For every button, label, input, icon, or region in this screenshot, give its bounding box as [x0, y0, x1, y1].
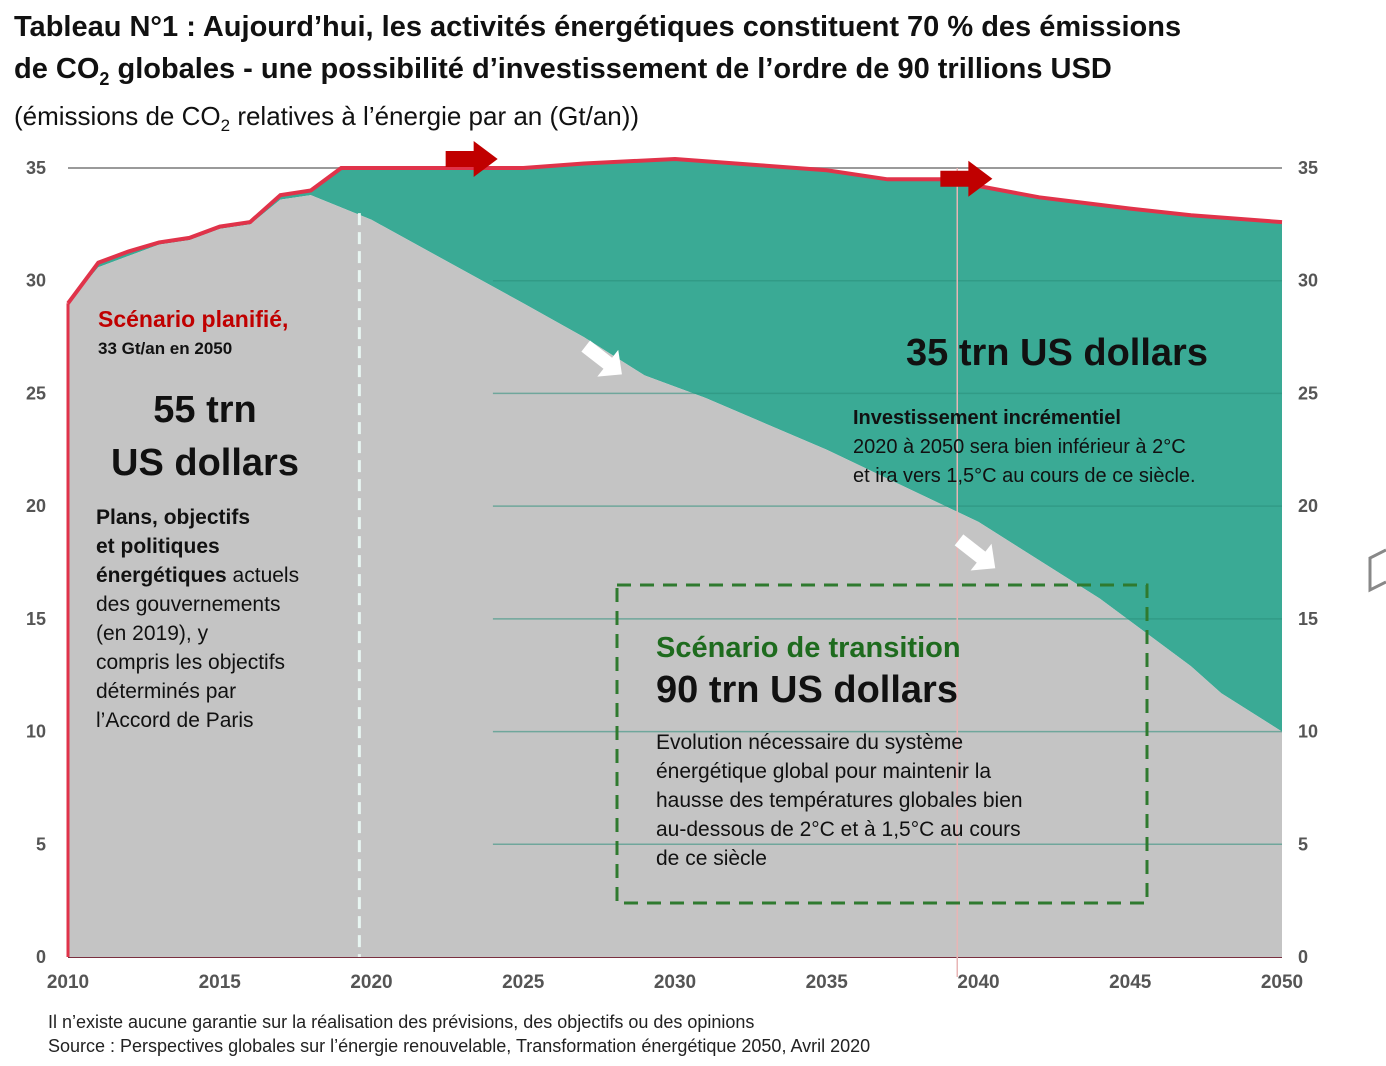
transition-desc-4: au-dessous de 2°C et à 1,5°C au cours	[656, 818, 1021, 841]
white-arrow-2028	[581, 340, 622, 377]
x-tick-2015: 2015	[199, 972, 242, 993]
red-arrow-2023	[445, 141, 498, 177]
transition-desc-2: énergétique global pour maintenir la	[656, 760, 991, 783]
x-tick-2050: 2050	[1261, 972, 1303, 993]
chart-title-line1: Tableau N°1 : Aujourd’hui, les activités…	[14, 11, 1182, 43]
planned-desc-5: (en 2019), y	[96, 622, 209, 645]
white-arrow-2041	[954, 534, 996, 571]
chart-areas	[66, 156, 1283, 977]
y-tick-left-30: 30	[26, 271, 46, 291]
x-tick-2020: 2020	[350, 972, 392, 993]
footnote-source: Source : Perspectives globales sur l’éne…	[48, 1036, 871, 1056]
transition-desc-1: Evolution nécessaire du système	[656, 731, 963, 754]
y-tick-left-15: 15	[26, 609, 46, 629]
planned-amount-line1: 55 trn	[153, 389, 256, 431]
planned-desc-3: énergétiques actuels	[96, 564, 299, 587]
incremental-desc-2: et ira vers 1,5°C au cours de ce siècle.	[853, 465, 1196, 487]
white-arrow-2028-shape	[581, 340, 622, 377]
y-tick-right-15: 15	[1298, 609, 1318, 629]
subtitle-subscript: 2	[220, 115, 231, 135]
y-tick-left-35: 35	[26, 158, 46, 178]
transition-amount: 90 trn US dollars	[656, 669, 958, 711]
y-tick-left-20: 20	[26, 496, 46, 516]
planned-amount-line2: US dollars	[111, 442, 299, 484]
subtitle-pre: (émissions de CO	[14, 100, 221, 131]
planned-desc-1: Plans, objectifs	[96, 506, 250, 529]
red-arrow-2039	[940, 160, 993, 197]
y-tick-left-0: 0	[36, 947, 46, 967]
incremental-amount: 35 trn US dollars	[906, 332, 1208, 374]
planned-scenario-sub: 33 Gt/an en 2050	[98, 339, 232, 358]
planned-desc-6: compris les objectifs	[96, 651, 285, 674]
title-subscript: 2	[99, 68, 110, 89]
y-tick-right-10: 10	[1298, 722, 1318, 742]
title-block: Tableau N°1 : Aujourd’hui, les activités…	[14, 6, 1374, 142]
y-tick-right-25: 25	[1298, 383, 1318, 403]
y-tick-right-5: 5	[1298, 834, 1308, 854]
grey-area	[68, 195, 1282, 958]
title-co-text: de CO	[14, 53, 100, 85]
planned-desc-3-bold: énergétiques	[96, 564, 227, 587]
x-tick-2025: 2025	[502, 972, 545, 993]
transition-dashed-box	[615, 583, 1149, 905]
planned-desc-4: des gouvernements	[96, 593, 280, 616]
x-tick-2045: 2045	[1109, 972, 1152, 993]
y-tick-left-25: 25	[26, 383, 46, 403]
x-tick-2035: 2035	[806, 972, 849, 993]
subtitle-post: relatives à l’énergie par an (Gt/an))	[230, 100, 640, 131]
planned-desc-3-rest: actuels	[227, 564, 299, 587]
y-tick-right-35: 35	[1298, 158, 1318, 178]
transition-label: Scénario de transition	[656, 632, 961, 664]
incremental-title: Investissement incrémentiel	[853, 407, 1121, 429]
planned-scenario-label: Scénario planifié,	[98, 306, 288, 332]
white-arrow-2041-shape	[954, 534, 996, 571]
footnote-disclaimer: Il n’existe aucune garantie sur la réali…	[48, 1012, 755, 1032]
y-tick-left-10: 10	[26, 722, 46, 742]
x-tick-2030: 2030	[654, 972, 696, 993]
title-rest-text: globales - une possibilité d’investissem…	[109, 53, 1112, 85]
y-tick-right-0: 0	[1298, 947, 1308, 967]
planned-desc-2: et politiques	[96, 535, 220, 558]
incremental-desc-1: 2020 à 2050 sera bien inférieur à 2°C	[853, 436, 1186, 458]
planned-line	[66, 156, 1283, 305]
planned-desc-8: l’Accord de Paris	[96, 709, 254, 732]
transition-desc-5: de ce siècle	[656, 847, 767, 870]
y-tick-left-5: 5	[36, 834, 46, 854]
planned-desc-7: déterminés par	[96, 680, 236, 703]
transition-desc-3: hausse des températures globales bien	[656, 789, 1023, 812]
y-tick-right-30: 30	[1298, 271, 1318, 291]
chart-arrows	[445, 141, 996, 571]
chart-title-line2: de CO2 globales - une possibilité d’inve…	[14, 48, 1374, 100]
x-tick-2010: 2010	[47, 972, 89, 993]
x-tick-2040: 2040	[957, 972, 999, 993]
play-icon[interactable]	[1368, 548, 1386, 593]
chart-subtitle: (émissions de CO2 relatives à l’énergie …	[14, 100, 1374, 142]
teal-area	[68, 159, 1282, 732]
y-tick-right-20: 20	[1298, 496, 1318, 516]
